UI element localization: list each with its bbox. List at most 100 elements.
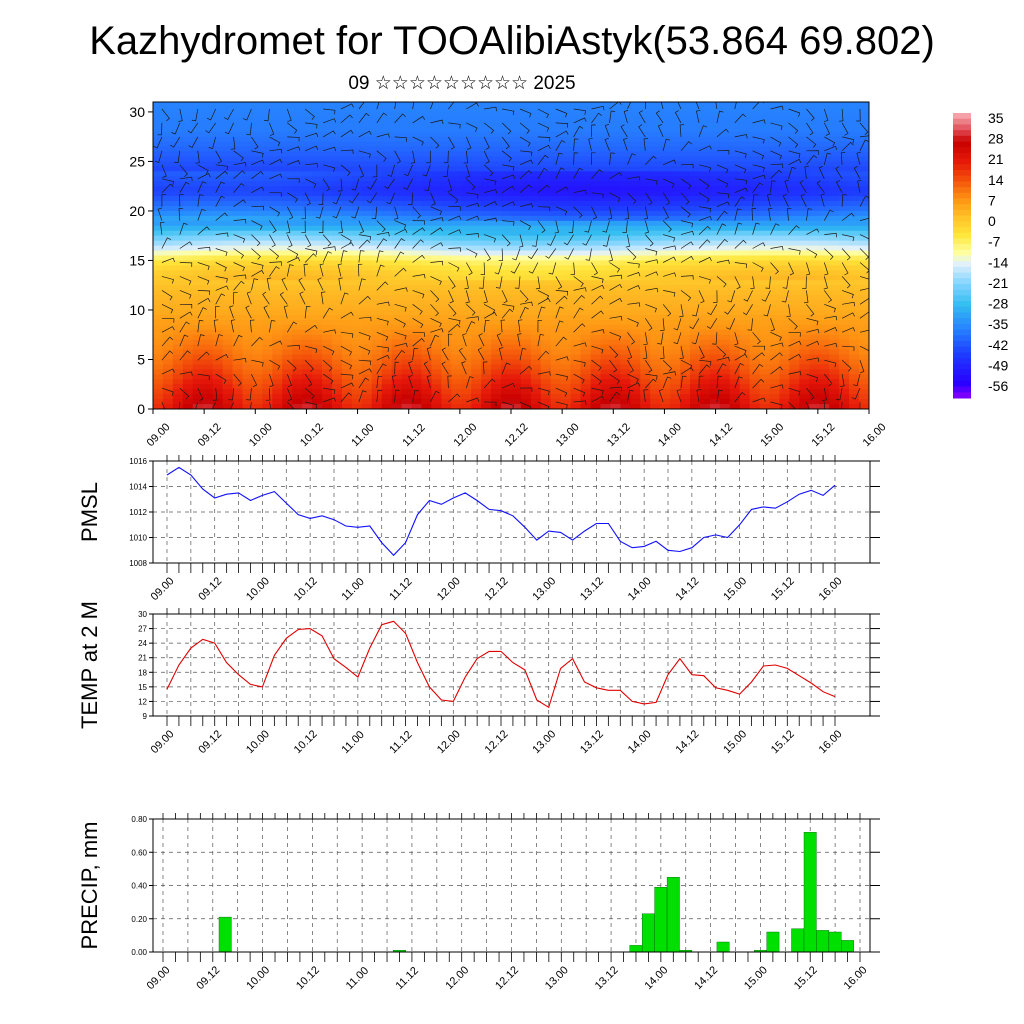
heatmap-cell [153, 295, 164, 301]
heatmap-cell [501, 141, 512, 148]
heatmap-cell [610, 210, 621, 217]
heatmap-cell [471, 171, 482, 177]
heatmap-cell [809, 151, 820, 158]
heatmap-cell [580, 131, 592, 138]
wind-barb [215, 164, 228, 171]
heatmap-cell [282, 171, 293, 177]
heatmap-cell [590, 166, 602, 172]
wind-barb [548, 262, 557, 275]
heatmap-cell [859, 250, 869, 257]
heatmap-cell [312, 230, 323, 237]
heatmap-cell [371, 404, 383, 409]
heatmap-cell [769, 404, 781, 409]
heatmap-cell [570, 309, 582, 316]
heatmap-cell [361, 295, 373, 301]
heatmap-cell [501, 354, 512, 361]
heatmap-cell [799, 215, 810, 222]
heatmap-cell [451, 359, 462, 366]
heatmap-cell [461, 225, 472, 232]
heatmap-cell [789, 225, 800, 232]
heatmap-cell [670, 404, 681, 409]
heatmap-cell [650, 141, 661, 148]
heatmap-cell [491, 389, 502, 395]
heatmap-cell [690, 334, 701, 341]
heatmap-cell [829, 344, 840, 351]
wind-barb [376, 389, 383, 403]
heatmap-cell [272, 230, 283, 237]
heatmap-cell [332, 205, 343, 212]
heatmap-cell [272, 329, 283, 336]
heatmap-cell [202, 354, 214, 361]
heatmap-cell [401, 235, 413, 242]
heatmap-cell [371, 205, 383, 212]
heatmap-cell [570, 220, 582, 227]
heatmap-cell [441, 339, 452, 346]
heatmap-cell [192, 230, 204, 237]
heatmap-cell [421, 220, 433, 227]
heatmap-cell [491, 359, 502, 366]
heatmap-cell [302, 151, 313, 158]
wind-barb [412, 318, 424, 329]
heatmap-cell [829, 394, 840, 400]
heatmap-cell [610, 116, 621, 123]
heatmap-cell [739, 384, 751, 390]
heatmap-cell [580, 334, 592, 341]
heatmap-cell [341, 285, 353, 291]
heatmap-cell [431, 364, 442, 370]
heatmap-cell [292, 136, 303, 143]
heatmap-cell [451, 309, 462, 316]
heatmap-cell [411, 374, 423, 380]
wind-barb [394, 113, 406, 124]
heatmap-cell [540, 181, 552, 187]
heatmap-cell [560, 235, 572, 242]
heatmap-cell [361, 334, 373, 341]
heatmap-cell [441, 210, 452, 217]
heatmap-cell [570, 201, 582, 207]
heatmap-cell [769, 156, 781, 163]
wind-barb [462, 333, 467, 347]
heatmap-cell [550, 220, 562, 227]
heatmap-cell [491, 235, 502, 242]
heatmap-cell [729, 106, 741, 113]
heatmap-cell [749, 225, 761, 232]
heatmap-cell [162, 364, 174, 370]
heatmap-cell [381, 285, 393, 291]
heatmap-cell [322, 235, 333, 242]
heatmap-cell [242, 404, 254, 409]
wind-barb [519, 170, 532, 180]
heatmap-cell [749, 349, 761, 356]
heatmap-cell [322, 245, 333, 252]
heatmap-cell [322, 126, 333, 133]
heatmap-cell [749, 334, 761, 341]
heatmap-cell [799, 116, 810, 123]
heatmap-cell [262, 220, 273, 227]
heatmap-cell [540, 364, 552, 370]
heatmap-cell [550, 136, 562, 143]
heatmap-cell [779, 186, 791, 192]
heatmap-cell [640, 191, 651, 197]
heatmap-cell [849, 364, 860, 370]
heatmap-cell [361, 270, 373, 276]
heatmap-cell [341, 220, 353, 227]
heatmap-cell [172, 161, 184, 167]
heatmap-cell [729, 151, 741, 158]
heatmap-cell [212, 171, 224, 177]
heatmap-cell [799, 196, 810, 202]
heatmap-cell [242, 245, 254, 252]
heatmap-cell [520, 319, 532, 326]
heatmap-cell [630, 280, 641, 286]
heatmap-cell [381, 111, 393, 118]
heatmap-cell [272, 166, 283, 172]
heatmap-cell [640, 285, 651, 291]
heatmap-cell [640, 309, 651, 316]
heatmap-cell [550, 359, 562, 366]
heatmap-cell [391, 349, 403, 356]
heatmap-cell [789, 171, 800, 177]
heatmap-cell [799, 235, 810, 242]
heatmap-cell [431, 404, 442, 409]
heatmap-cell [182, 359, 194, 366]
heatmap-cell [222, 379, 234, 385]
heatmap-cell [530, 131, 542, 138]
heatmap-cell [640, 255, 651, 262]
heatmap-cell [550, 176, 562, 182]
